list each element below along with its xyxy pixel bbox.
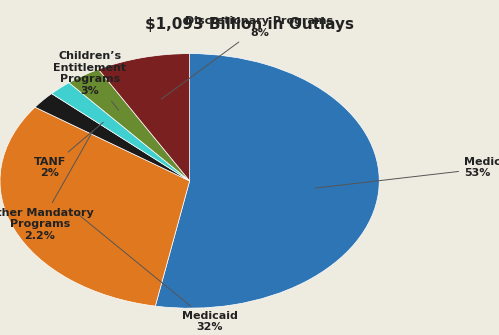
Text: $1,093 Billion in Outlays: $1,093 Billion in Outlays (145, 17, 354, 32)
Text: Children’s
Entitlement
Programs
3%: Children’s Entitlement Programs 3% (53, 51, 126, 110)
Wedge shape (0, 107, 190, 306)
Text: TANF
2%: TANF 2% (34, 122, 103, 178)
Wedge shape (69, 69, 190, 181)
Text: Medicare
53%: Medicare 53% (315, 157, 499, 188)
Text: Other Mandatory
Programs
2.2%: Other Mandatory Programs 2.2% (0, 131, 93, 241)
Wedge shape (155, 54, 379, 308)
Text: Discretionary Programs
8%: Discretionary Programs 8% (161, 16, 333, 99)
Wedge shape (98, 54, 190, 181)
Wedge shape (35, 93, 190, 181)
Text: Medicaid
32%: Medicaid 32% (77, 214, 238, 332)
Wedge shape (51, 83, 190, 181)
